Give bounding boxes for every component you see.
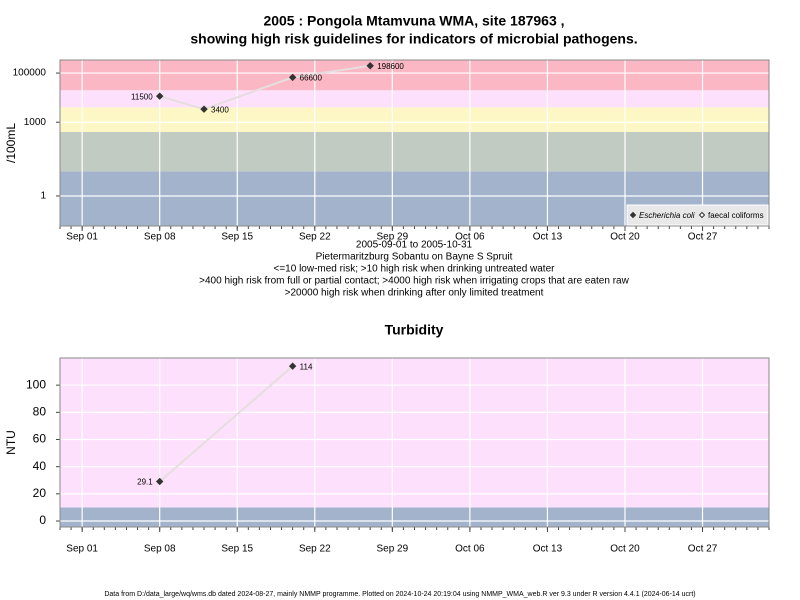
plot-frame: [59, 357, 770, 528]
risk-band: [60, 132, 769, 172]
legend-label: Escherichia coli: [639, 211, 695, 220]
series-line: [159, 365, 294, 483]
x-tick-label: Sep 08: [144, 232, 176, 243]
note: >400 high risk from full or partial cont…: [199, 276, 629, 287]
legend-marker: [629, 211, 637, 219]
x-tick-label: Sep 01: [66, 232, 98, 243]
data-point: [366, 62, 374, 70]
y-tick-label: 20: [33, 486, 47, 500]
data-point: [155, 92, 164, 100]
data-point: [200, 105, 208, 113]
y-tick-label: 80: [33, 405, 47, 419]
data-label: 29.1: [137, 478, 153, 487]
y-tick-label: 1000: [24, 117, 47, 128]
risk-band: [60, 358, 769, 508]
data-label: 66600: [300, 74, 323, 83]
plot-frame: [59, 59, 770, 227]
y-tick-label: 100000: [13, 68, 47, 79]
risk-band: [60, 107, 769, 133]
legend-marker: [698, 211, 706, 219]
x-tick-label: Oct 06: [455, 544, 485, 555]
legend-label: faecal coliforms: [708, 211, 764, 220]
x-tick-label: Oct 13: [533, 544, 563, 555]
x-tick-label: Sep 15: [221, 232, 253, 243]
x-tick-label: Oct 20: [610, 232, 640, 243]
data-point: [155, 477, 164, 486]
x-tick-label: Sep 15: [221, 544, 253, 555]
chart-title: 2005 : Pongola Mtamvuna WMA, site 187963…: [263, 13, 564, 29]
note: 2005-09-01 to 2005-10-31: [356, 240, 473, 251]
x-tick-label: Oct 27: [688, 544, 718, 555]
data-label: 3400: [211, 105, 229, 114]
x-tick-label: Sep 29: [376, 544, 408, 555]
footer: Data from D:/data_large/wq/wms.db dated …: [104, 591, 695, 598]
x-tick-label: Oct 06: [455, 232, 485, 243]
series-line: [159, 64, 371, 111]
x-tick-label: Sep 29: [376, 232, 408, 243]
note: Pietermaritzburg Sobantu on Bayne S Spru…: [316, 252, 513, 263]
y-tick-label: 0: [39, 513, 46, 527]
chart-subtitle: showing high risk guidelines for indicat…: [190, 31, 637, 47]
data-label: 11500: [131, 92, 153, 101]
x-tick-label: Sep 01: [66, 544, 98, 555]
note: <=10 low-med risk; >10 high risk when dr…: [274, 264, 556, 275]
risk-band: [60, 60, 769, 91]
data-point: [288, 362, 297, 370]
y-axis-label: NTU: [4, 430, 18, 455]
risk-band: [60, 507, 769, 527]
y-tick-label: 100: [26, 377, 46, 391]
y-tick-label: 60: [33, 432, 47, 446]
x-tick-label: Oct 27: [688, 232, 718, 243]
data-label: 198600: [377, 62, 404, 71]
data-point: [288, 73, 297, 82]
x-tick-label: Oct 13: [533, 232, 563, 243]
x-tick-label: Oct 20: [610, 544, 640, 555]
chart-title: Turbidity: [385, 322, 444, 338]
x-tick-label: Sep 22: [299, 544, 331, 555]
note: >20000 high risk when drinking after onl…: [285, 288, 544, 299]
y-axis-label: /100mL: [4, 123, 18, 163]
data-label: 114: [300, 362, 313, 371]
legend-box: [626, 204, 769, 226]
y-tick-label: 40: [33, 459, 47, 473]
x-tick-label: Sep 22: [299, 232, 331, 243]
y-tick-label: 1: [40, 191, 46, 202]
x-tick-label: Sep 08: [144, 544, 176, 555]
